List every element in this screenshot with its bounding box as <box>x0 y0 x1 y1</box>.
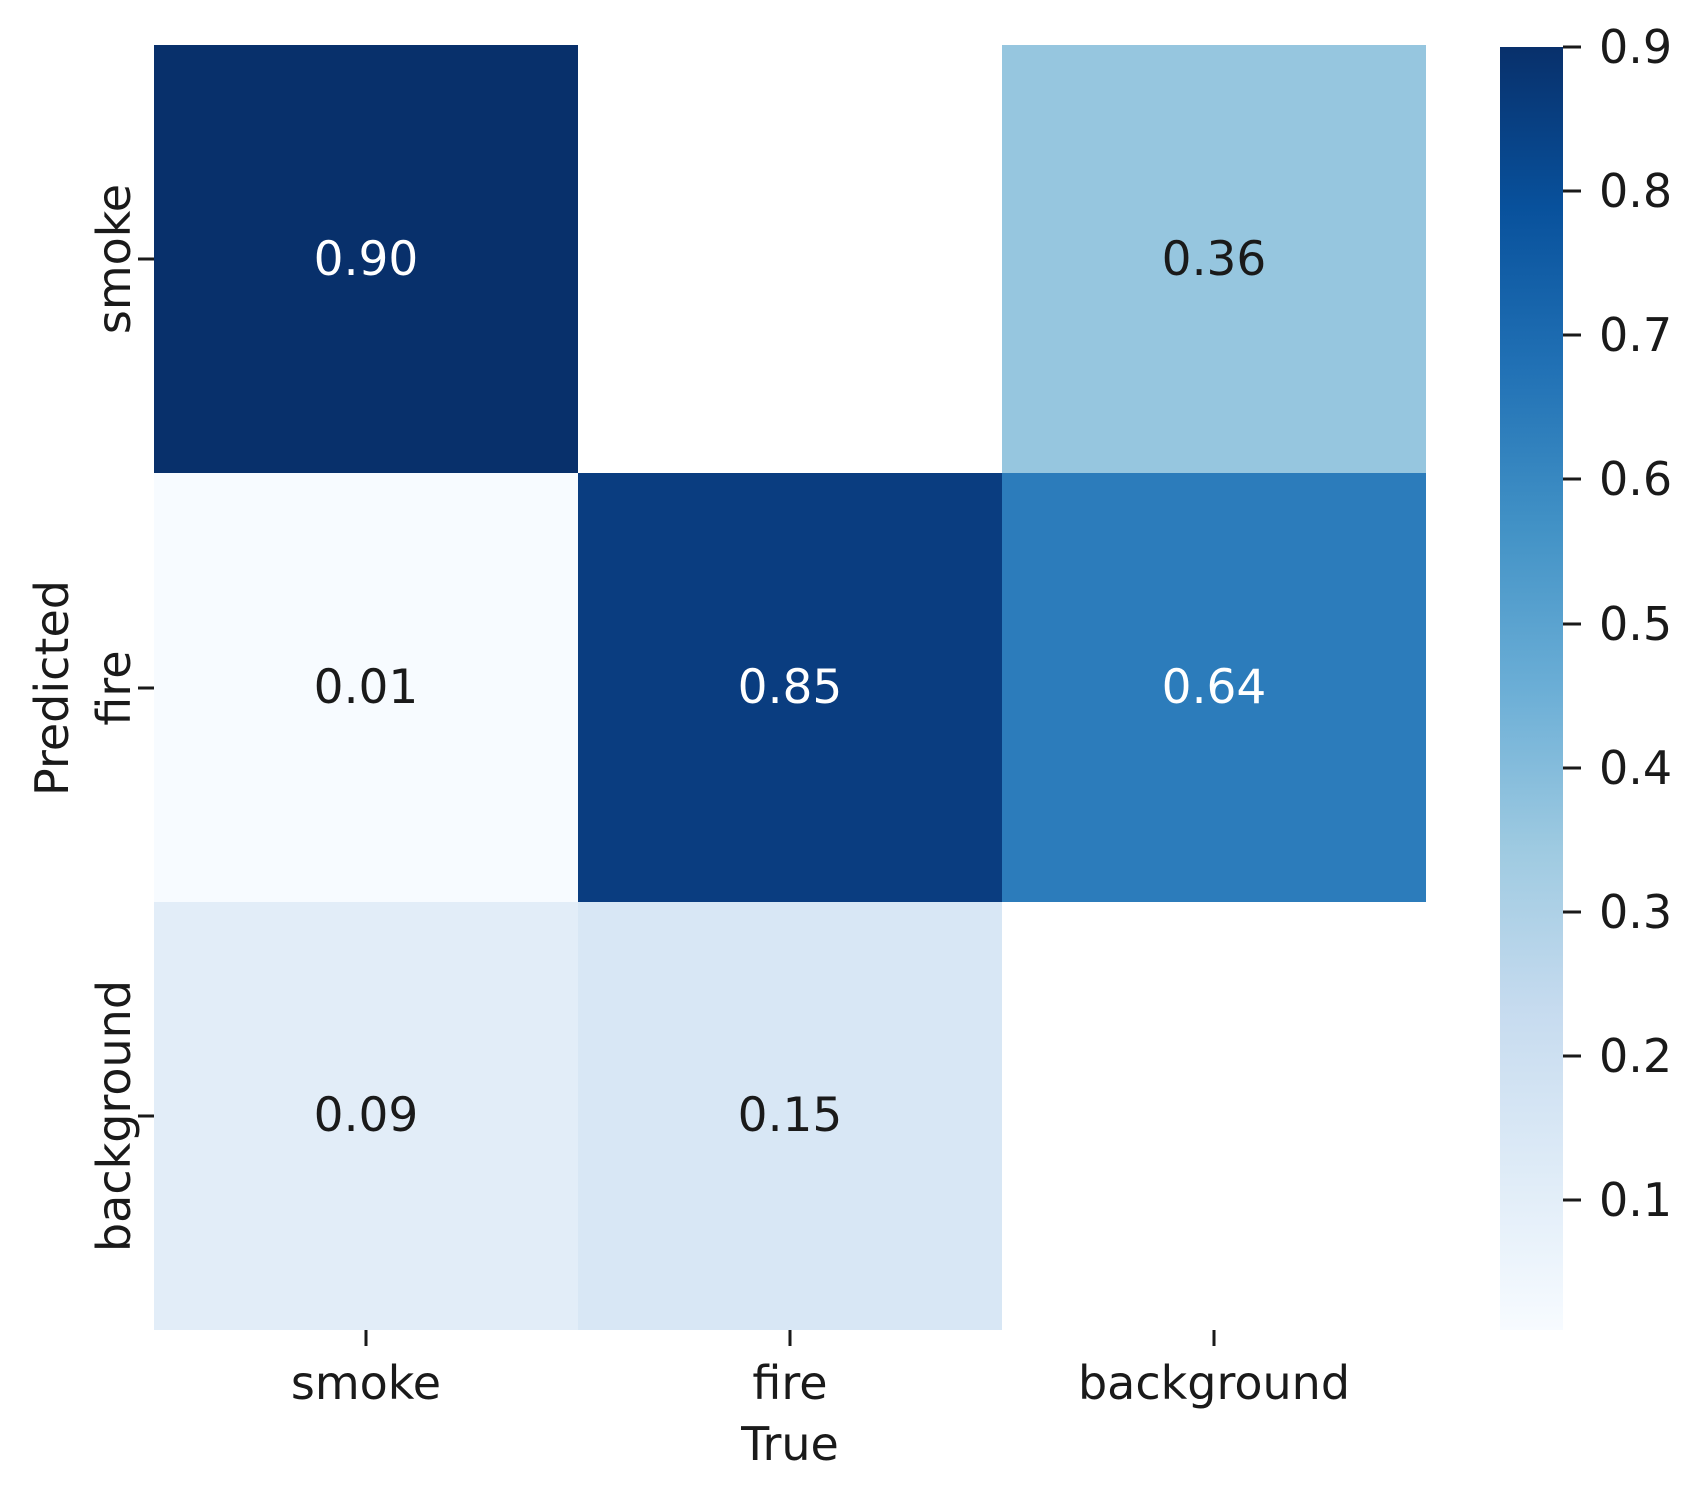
heatmap-grid: 0.90 0.36 0.01 0.85 0.64 0.09 0.15 <box>154 45 1426 1330</box>
colorbar <box>1500 47 1563 1330</box>
cell-value-label: 0.15 <box>737 1088 843 1144</box>
colorbar-tick-label: 0.2 <box>1599 1029 1673 1084</box>
x-axis-tick <box>788 1330 792 1346</box>
x-axis-tick-label: fire <box>752 1356 828 1410</box>
cell-value-label: 0.09 <box>313 1088 419 1144</box>
x-axis-tick <box>364 1330 368 1346</box>
colorbar-tick <box>1563 45 1581 49</box>
y-axis-title: Predicted <box>25 579 79 796</box>
cell-value-label: 0.01 <box>313 659 419 715</box>
cell-value-label: 0.85 <box>737 659 843 715</box>
heatmap-cell: 0.64 <box>1002 473 1426 902</box>
colorbar-tick-label: 0.9 <box>1599 20 1673 74</box>
heatmap-cell: 0.85 <box>578 473 1002 902</box>
heatmap-cell: 0.15 <box>578 901 1002 1330</box>
x-axis-tick-label: background <box>1077 1356 1351 1410</box>
cell-value-label: 0.64 <box>1161 659 1267 715</box>
y-axis-tick-label: background <box>87 979 141 1252</box>
colorbar-tick-label: 0.6 <box>1599 452 1673 507</box>
colorbar-tick <box>1563 1054 1581 1058</box>
colorbar-tick-label: 0.7 <box>1599 308 1673 363</box>
y-axis-tick <box>138 686 154 689</box>
colorbar-tick <box>1563 189 1581 193</box>
y-axis-tick-label: fire <box>87 649 141 726</box>
colorbar-tick <box>1563 333 1581 337</box>
colorbar-tick <box>1563 477 1581 481</box>
colorbar-tick-label: 0.3 <box>1599 884 1673 939</box>
cell-value-label: 0.36 <box>1161 231 1267 287</box>
y-axis-tick-label: smoke <box>87 184 141 335</box>
x-axis-title: True <box>741 1417 839 1471</box>
colorbar-tick-label: 0.8 <box>1599 164 1673 219</box>
heatmap-cell: 0.01 <box>154 473 578 902</box>
y-axis-tick <box>138 257 154 261</box>
x-axis-tick-label: smoke <box>290 1356 442 1410</box>
colorbar-tick <box>1563 622 1581 626</box>
colorbar-tick-label: 0.5 <box>1599 596 1673 651</box>
colorbar-tick-label: 0.4 <box>1599 740 1673 795</box>
colorbar-tick <box>1563 910 1581 914</box>
x-axis-tick <box>1212 1330 1216 1346</box>
heatmap-cell: 0.36 <box>1002 45 1426 474</box>
y-axis-tick <box>138 1114 154 1118</box>
cell-value-label: 0.90 <box>313 231 419 287</box>
colorbar-tick <box>1563 766 1581 770</box>
heatmap-cell: 0.09 <box>154 901 578 1330</box>
colorbar-tick <box>1563 1198 1581 1202</box>
heatmap-cell: 0.90 <box>154 45 578 474</box>
colorbar-tick-label: 0.1 <box>1599 1173 1673 1228</box>
